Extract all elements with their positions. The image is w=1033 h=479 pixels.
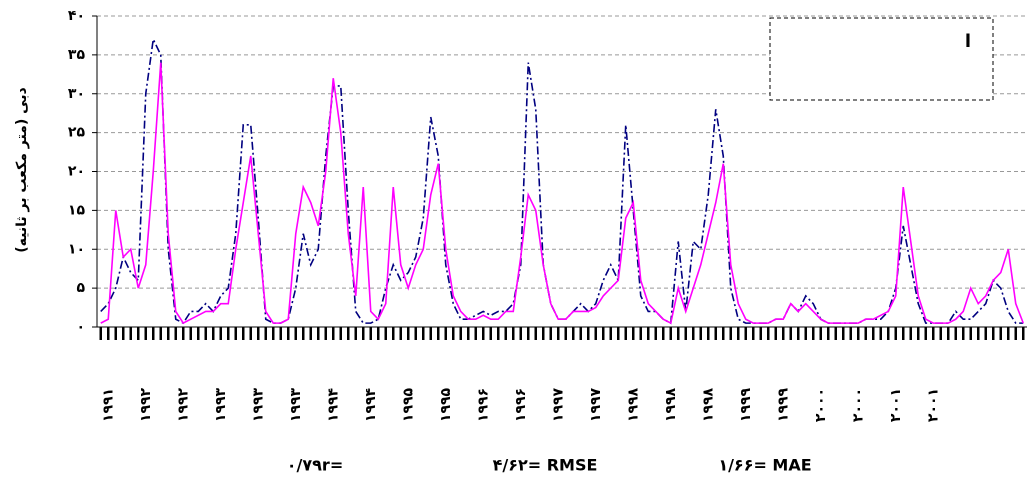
x-tick-label: ۱۹۹۵ [438,387,454,422]
x-tick-label: ۱۹۹۱ [100,388,116,422]
y-tick-label: ۳۵ [68,47,86,63]
x-tick-label: ۱۹۹۴ [363,387,379,422]
x-tick-label: ۱۹۹۶ [513,388,529,422]
x-tick-label: ۱۹۹۲ [138,387,154,422]
x-tick-label: ۱۹۹۸ [663,387,679,422]
x-tick-label: ۲۰۰۱ [888,388,904,422]
stat-rmse: ۴/۶۲= RMSE [493,456,598,475]
x-tick-label: ۱۹۹۸ [700,387,716,422]
x-tick-label: ۱۹۹۶ [475,388,491,422]
series-line [100,62,1024,325]
y-tick-label: ۲۵ [68,125,86,141]
y-tick-label: ۰ [76,319,85,335]
y-tick-label: ۲۰ [68,164,85,180]
x-tick-label: ۲۰۰۱ [925,388,941,422]
x-tick-label: ۱۹۹۳ [288,387,304,422]
y-tick-label: ۵ [76,280,85,296]
y-axis-label: دبی (متر مکعب بر ثانیه) [14,87,30,252]
legend-box [769,17,994,101]
x-tick-label: ۱۹۹۷ [550,387,566,422]
stat-r: ۰/۷۹r= [287,456,343,475]
x-tick-label: ۱۹۹۹ [738,387,754,422]
x-tick-label: ۱۹۹۵ [400,387,416,422]
panel-label: ا [965,31,971,52]
x-tick-label: ۱۹۹۷ [588,387,604,422]
x-tick-label: ۱۹۹۳ [213,387,229,422]
x-tick-label: ۲۰۰۰ [813,388,829,422]
x-tick-label: ۱۹۹۲ [175,387,191,422]
x-tick-label: ۱۹۹۹ [775,387,791,422]
y-tick-label: ۱۵ [68,202,86,218]
y-tick-label: ۳۰ [68,86,85,102]
x-tick-label: ۱۹۹۳ [250,387,266,422]
x-tick-label: ۱۹۹۸ [625,387,641,422]
x-tick-label: ۱۹۹۴ [325,387,341,422]
x-tick-label: ۲۰۰۰ [850,388,866,422]
stat-mae: ۱/۶۶= MAE [718,456,811,475]
y-tick-label: ۱۰ [68,241,85,257]
y-tick-label: ۴۰ [68,8,85,24]
